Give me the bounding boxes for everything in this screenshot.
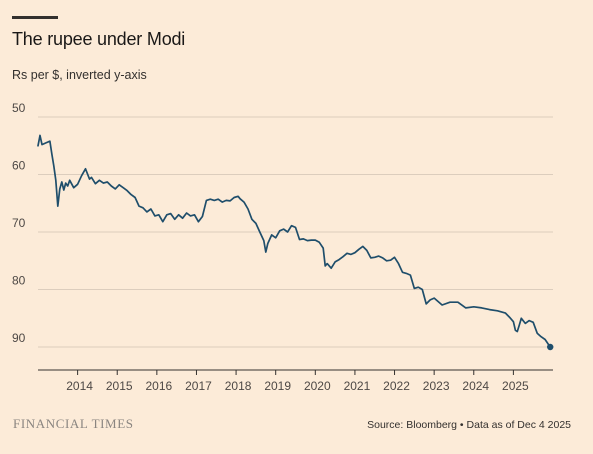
x-tick-label-2024: 2024: [462, 379, 489, 393]
x-tick-label-2017: 2017: [185, 379, 212, 393]
y-axis-ticks: 50 60 70 80 90: [12, 101, 26, 345]
x-tick-label-2022: 2022: [383, 379, 410, 393]
x-tick-label-2015: 2015: [106, 379, 133, 393]
y-tick-label-90: 90: [12, 331, 26, 345]
gridlines: [38, 116, 553, 348]
series-line-0: [37, 134, 552, 348]
series-layer: [37, 134, 554, 351]
x-tick-label-2018: 2018: [225, 379, 252, 393]
y-tick-label-70: 70: [12, 216, 26, 230]
x-axis-ticks: 2014 2015 2016 2017 2018 2019 2020 2021 2022 2023…: [66, 370, 529, 393]
y-tick-label-50: 50: [12, 101, 26, 115]
series-end-marker-0: [547, 343, 554, 351]
x-tick-label-2023: 2023: [423, 379, 450, 393]
x-tick-label-2014: 2014: [66, 379, 93, 393]
x-tick-label-2019: 2019: [264, 379, 291, 393]
y-tick-label-80: 80: [12, 274, 26, 288]
chart-subtitle: Rs per $, inverted y-axis: [12, 68, 147, 82]
x-tick-label-2020: 2020: [304, 379, 331, 393]
source-note: Source: Bloomberg • Data as of Dec 4 202…: [367, 419, 571, 431]
brand-logo-text: FINANCIAL TIMES: [13, 416, 134, 431]
x-tick-label-2016: 2016: [145, 379, 172, 393]
y-tick-label-60: 60: [12, 159, 26, 173]
x-tick-label-2025: 2025: [502, 379, 529, 393]
title-accent-rule: [12, 16, 58, 19]
x-tick-label-2021: 2021: [344, 379, 371, 393]
chart-title: The rupee under Modi: [12, 29, 186, 49]
